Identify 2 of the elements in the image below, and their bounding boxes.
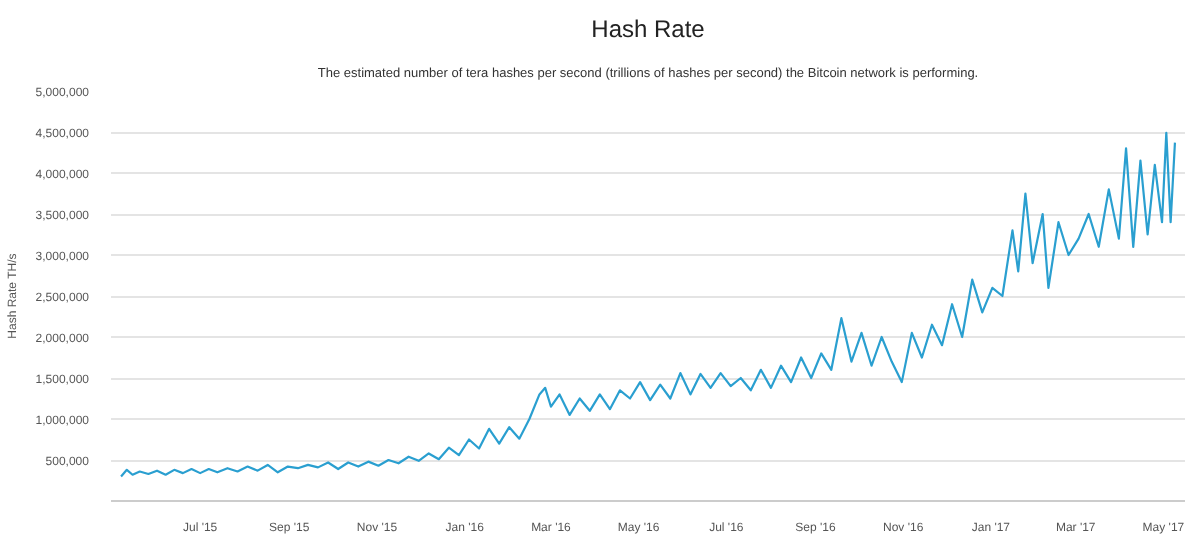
chart-title: Hash Rate bbox=[591, 15, 706, 43]
line-series bbox=[119, 131, 1177, 478]
